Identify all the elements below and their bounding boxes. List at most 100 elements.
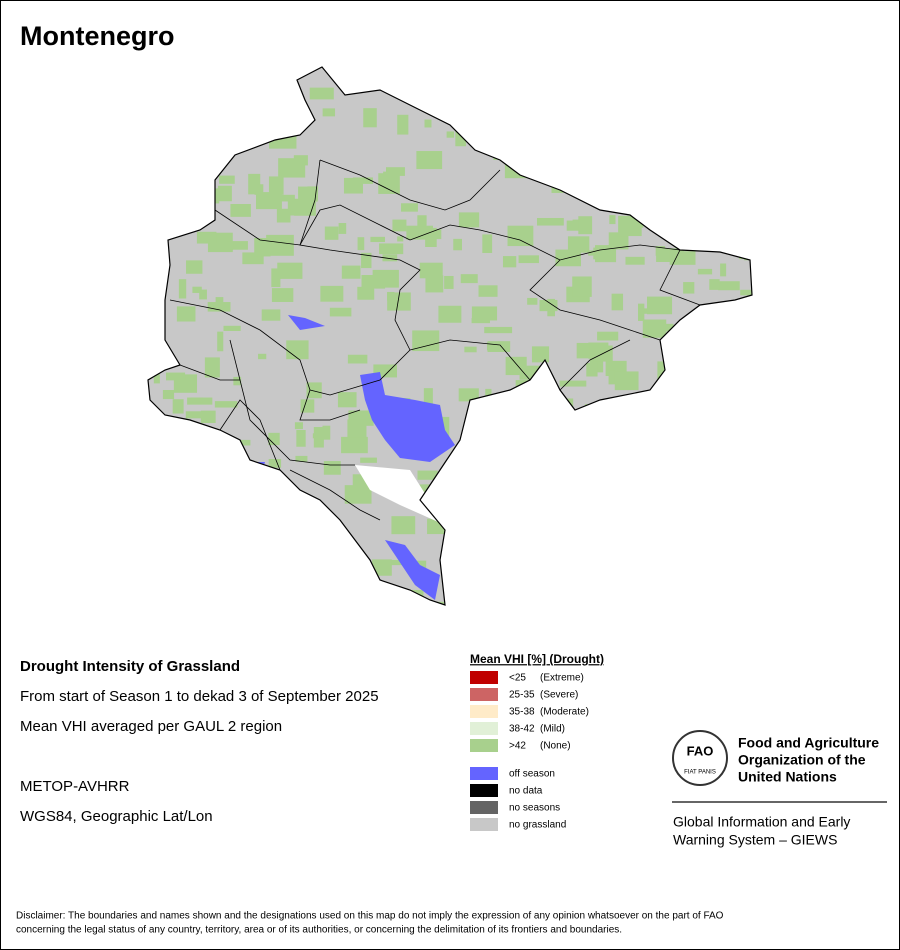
- grassland-patch: [204, 357, 220, 378]
- system-name: Global Information and Early: [673, 814, 850, 830]
- region-boundaries: [169, 159, 701, 521]
- grassland-patch: [287, 199, 303, 216]
- grassland-patch: [378, 173, 400, 194]
- grassland-patch: [386, 167, 405, 176]
- grassland-patch: [338, 223, 347, 234]
- grassland-patch: [424, 229, 442, 240]
- legend-swatch: [470, 705, 498, 718]
- info-heading: Drought Intensity of Grassland: [20, 658, 240, 675]
- legend-swatch: [470, 784, 498, 797]
- grassland-patch: [471, 318, 490, 324]
- org-name: Organization of the: [738, 752, 866, 768]
- grassland-patch: [343, 177, 363, 194]
- grassland-patch: [230, 204, 251, 217]
- legend-label: no grassland: [509, 820, 566, 831]
- grassland-patch: [268, 176, 284, 195]
- grassland-patch: [248, 173, 261, 195]
- grassland-patch: [162, 389, 175, 400]
- disclaimer: concerning the legal status of any count…: [16, 925, 622, 936]
- grassland-patch: [438, 305, 462, 323]
- grassland-patch: [458, 388, 479, 402]
- legend-swatch: [470, 801, 498, 814]
- grassland-patch: [261, 309, 281, 321]
- grassland-patch: [215, 297, 224, 303]
- info-line: Mean VHI averaged per GAUL 2 region: [20, 718, 282, 735]
- grassland-patch: [397, 114, 409, 135]
- grassland-patch: [268, 432, 280, 446]
- off-season-area: [360, 372, 455, 462]
- legend-label: off season: [509, 769, 555, 780]
- grassland-patch: [219, 175, 235, 184]
- grassland-patch: [425, 275, 444, 293]
- grassland-patch: [268, 458, 282, 468]
- legend-range: 25-35: [509, 690, 535, 701]
- fao-logo: FAO FIAT PANIS Food and Agriculture Orga…: [672, 730, 887, 848]
- grassland-patch: [372, 269, 399, 288]
- grassland-patch: [176, 306, 196, 322]
- grassland-patch: [207, 302, 231, 312]
- grassland-patch: [608, 370, 616, 385]
- grassland-patch: [322, 108, 336, 117]
- grassland-patch: [392, 219, 407, 232]
- grassland-patch: [718, 281, 740, 291]
- grassland-patch: [278, 158, 306, 178]
- grassland-patch: [231, 241, 248, 250]
- grassland-patch: [258, 353, 267, 360]
- grassland-patch: [296, 430, 306, 447]
- system-name: Warning System – GIEWS: [673, 832, 837, 848]
- grassland-patch: [320, 285, 344, 302]
- grassland-patch: [683, 282, 695, 294]
- grassland-patch: [387, 292, 411, 311]
- grassland-patch: [254, 238, 271, 257]
- legend-label: no data: [509, 786, 543, 797]
- grassland-patch: [266, 234, 294, 256]
- legend: <25 (Extreme) 25-35 (Severe) 35-38 (Moderate)…: [470, 671, 589, 831]
- grassland-patch: [669, 251, 696, 265]
- grassland-patch: [306, 382, 322, 399]
- grassland-patch: [567, 236, 590, 253]
- grassland-patch: [391, 516, 416, 535]
- grassland-patch: [379, 243, 404, 255]
- grassland-patch: [357, 237, 365, 251]
- grassland-patch: [586, 362, 598, 377]
- grassland-patch: [347, 419, 367, 438]
- grassland-patch: [697, 268, 713, 275]
- grassland-patch: [172, 399, 184, 414]
- grassland-patch: [417, 215, 427, 227]
- legend-range: 38-42: [509, 724, 535, 735]
- grassland-patch: [190, 397, 204, 403]
- grassland-patch: [153, 370, 160, 384]
- legend-swatch: [470, 671, 498, 684]
- grassland-patch: [344, 485, 372, 504]
- grassland-patch: [276, 208, 291, 223]
- legend-label: no seasons: [509, 803, 560, 814]
- grassland-patch: [192, 286, 202, 293]
- legend-range: <25: [509, 673, 526, 684]
- grassland-patch: [286, 340, 309, 360]
- grassland-patch: [347, 354, 368, 364]
- grassland-patch: [423, 388, 433, 408]
- grassland-patch: [323, 461, 341, 475]
- map-title: Montenegro: [20, 21, 175, 51]
- grassland-patch: [464, 346, 477, 353]
- grassland-patch: [709, 279, 720, 290]
- grassland-patch: [309, 87, 334, 100]
- grassland-patch: [294, 422, 303, 430]
- legend-class: (Extreme): [540, 673, 584, 684]
- grassland-patch: [313, 427, 324, 448]
- grassland-patch: [625, 256, 645, 265]
- grassland-patch: [559, 380, 587, 387]
- off-season-area: [288, 315, 325, 330]
- off-season-area: [385, 540, 440, 600]
- grassland-patch: [371, 559, 392, 576]
- grassland-patch: [638, 303, 645, 321]
- grassland-patch: [300, 399, 315, 413]
- legend-swatch: [470, 722, 498, 735]
- grassland-patch: [611, 293, 624, 311]
- grassland-patch: [482, 234, 493, 253]
- grassland-patch: [720, 263, 727, 277]
- no-data-area: [355, 465, 445, 525]
- grassland-patch: [484, 326, 513, 334]
- grassland-patch: [444, 275, 454, 289]
